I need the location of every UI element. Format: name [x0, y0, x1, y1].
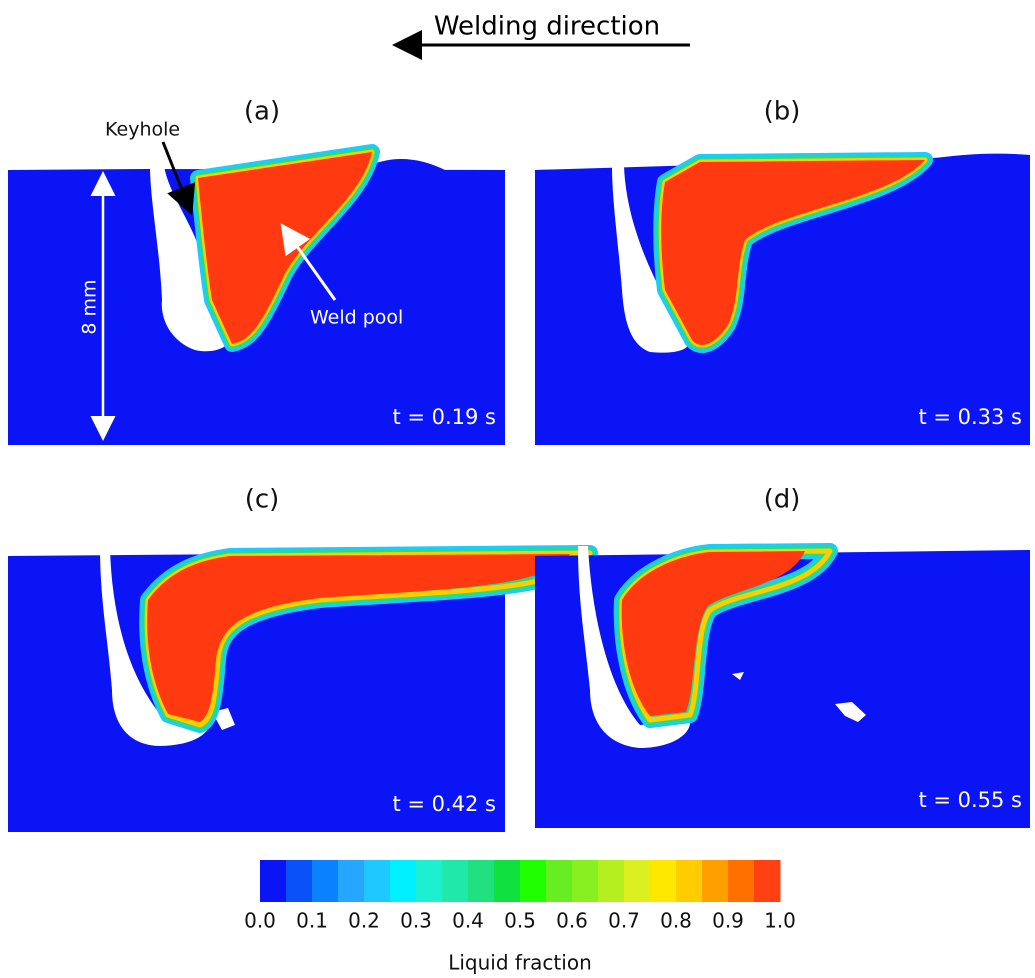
keyhole	[578, 546, 691, 748]
colorbar-tick-label: 1.0	[764, 909, 796, 933]
time-label: t = 0.55 s	[918, 788, 1022, 812]
colorbar-segment	[416, 860, 443, 902]
time-label: t = 0.19 s	[392, 405, 496, 429]
pore	[835, 702, 866, 722]
keyhole-arrow	[161, 141, 196, 216]
colorbar-segment	[728, 860, 755, 902]
colorbar-segment	[312, 860, 339, 902]
weld-pool	[613, 543, 838, 728]
colorbar-segment	[598, 860, 625, 902]
pore	[732, 672, 744, 680]
colorbar-tick-label: 0.3	[400, 909, 432, 933]
panel-c: (c) t = 0.42 s	[8, 485, 598, 832]
time-label: t = 0.42 s	[392, 792, 496, 816]
colorbar-tick-label: 0.9	[712, 909, 744, 933]
colorbar-segment	[754, 860, 781, 902]
colorbar-segment	[494, 860, 521, 902]
colorbar-segment	[624, 860, 651, 902]
colorbar-segment	[468, 860, 495, 902]
panel-label: (d)	[764, 485, 801, 515]
weld-pool	[139, 545, 598, 733]
colorbar-tick-label: 0.7	[608, 909, 640, 933]
colorbar-tick-label: 0.5	[504, 909, 536, 933]
colorbar-segment	[442, 860, 469, 902]
colorbar-tick-label: 0.2	[348, 909, 380, 933]
colorbar-tick-label: 0.8	[660, 909, 692, 933]
substrate	[8, 552, 505, 832]
colorbar: 0.0 0.1 0.2 0.3 0.4 0.5 0.6 0.7 0.8 0.9 1.0	[244, 860, 796, 933]
panel-d: (d) t = 0.55 s	[535, 485, 1030, 828]
colorbar-segment	[676, 860, 703, 902]
colorbar-label: Liquid fraction	[448, 951, 592, 975]
weld-pool	[653, 152, 933, 353]
keyhole	[612, 166, 690, 353]
colorbar-segment	[702, 860, 729, 902]
colorbar-segment	[364, 860, 391, 902]
panel-a: (a) t = 0.19 s Keyhole Weld pool 8 mm	[8, 97, 505, 445]
panel-b: (b) t = 0.33 s	[535, 97, 1030, 445]
panel-label: (a)	[244, 97, 280, 127]
panel-label: (c)	[245, 485, 280, 515]
weld-pool-label: Weld pool	[310, 307, 403, 329]
direction-label: Welding direction	[434, 12, 660, 42]
time-label: t = 0.33 s	[918, 405, 1022, 429]
scale-label: 8 mm	[79, 279, 101, 334]
colorbar-segment	[260, 860, 287, 902]
colorbar-segment	[286, 860, 313, 902]
colorbar-segment	[572, 860, 599, 902]
colorbar-segment	[338, 860, 365, 902]
colorbar-segment	[520, 860, 547, 902]
colorbar-segment	[650, 860, 677, 902]
colorbar-segment	[546, 860, 573, 902]
panel-label: (b)	[764, 97, 801, 127]
colorbar-segment	[390, 860, 417, 902]
colorbar-tick-label: 0.1	[296, 909, 328, 933]
colorbar-tick-label: 0.4	[452, 909, 484, 933]
colorbar-tick-label: 0.6	[556, 909, 588, 933]
colorbar-tick-label: 0.0	[244, 909, 276, 933]
weld-pool-arrow	[280, 223, 337, 301]
keyhole	[100, 548, 211, 746]
keyhole-label: Keyhole	[105, 119, 180, 141]
